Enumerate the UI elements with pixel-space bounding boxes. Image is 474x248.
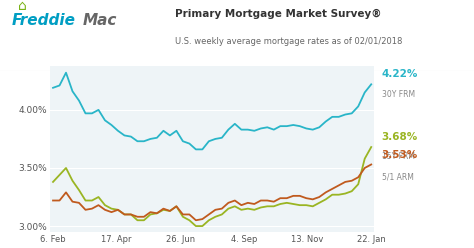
- Text: 3.68%: 3.68%: [382, 132, 418, 142]
- Text: Primary Mortgage Market Survey®: Primary Mortgage Market Survey®: [175, 8, 382, 19]
- Text: 4.22%: 4.22%: [382, 69, 418, 79]
- Text: 30Y FRM: 30Y FRM: [382, 90, 415, 99]
- Text: ⌂: ⌂: [18, 0, 27, 13]
- Text: U.S. weekly average mortgage rates as of 02/01/2018: U.S. weekly average mortgage rates as of…: [175, 37, 403, 46]
- Text: 5/1 ARM: 5/1 ARM: [382, 172, 413, 181]
- Text: Freddie: Freddie: [12, 13, 76, 28]
- Text: 15Y FRM: 15Y FRM: [382, 153, 415, 161]
- Text: Mac: Mac: [83, 13, 118, 28]
- Text: 3.53%: 3.53%: [382, 150, 418, 159]
